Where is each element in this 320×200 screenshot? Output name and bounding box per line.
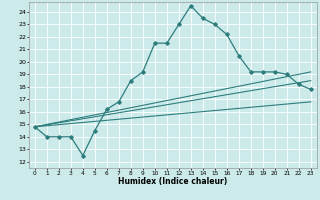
X-axis label: Humidex (Indice chaleur): Humidex (Indice chaleur) [118,177,228,186]
